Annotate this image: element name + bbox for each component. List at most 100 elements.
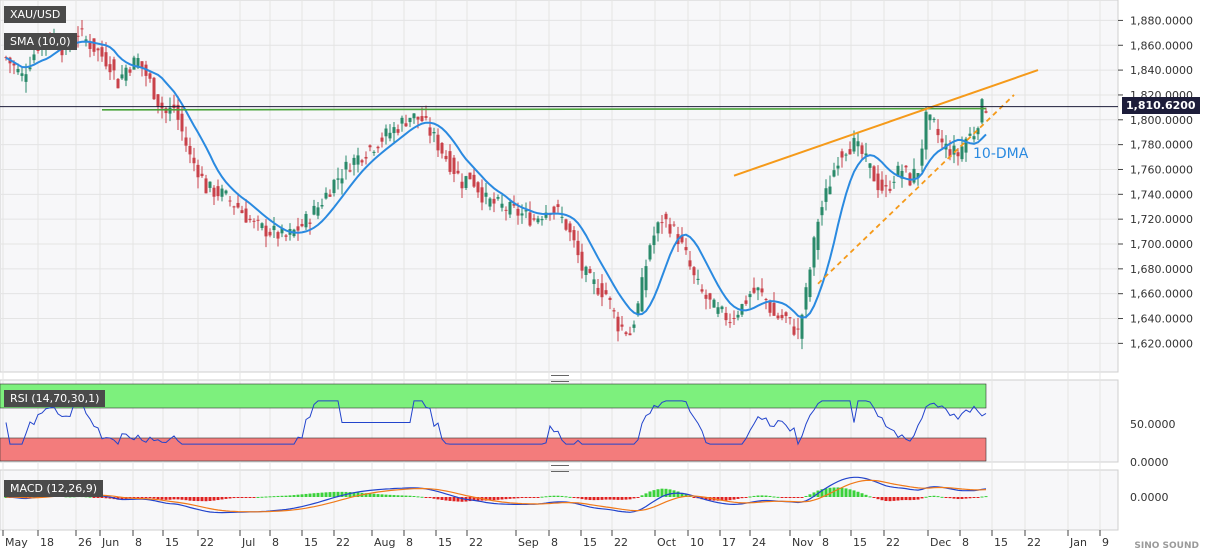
candle-body: [252, 220, 256, 222]
candle-body: [508, 202, 512, 215]
candle-body: [136, 58, 140, 68]
macd-hist-bar: [868, 496, 872, 498]
macd-hist-bar: [280, 495, 284, 497]
time-tick-label: 18: [40, 536, 54, 549]
candle-body: [716, 307, 720, 314]
macd-hist-bar: [424, 497, 428, 498]
lower-trendline: [817, 94, 1015, 285]
rsi-tick-50: 50.0000: [1130, 418, 1176, 431]
macd-hist-bar: [216, 497, 220, 501]
macd-hist-bar: [408, 495, 412, 497]
candle-body: [916, 173, 920, 179]
macd-hist-bar: [176, 497, 180, 500]
macd-hist-bar: [300, 494, 304, 497]
candle-body: [468, 172, 472, 180]
macd-hist-bar: [220, 497, 224, 500]
candle-body: [956, 152, 960, 157]
candle-body: [244, 208, 248, 223]
candle-body: [692, 267, 696, 276]
candle-body: [456, 170, 460, 174]
macd-hist-bar: [596, 497, 600, 501]
candle-body: [892, 181, 896, 183]
candle-body: [684, 247, 688, 251]
time-tick-label: Jul: [241, 536, 255, 549]
macd-hist-bar: [148, 497, 152, 499]
macd-hist-bar: [652, 490, 656, 497]
candle-body: [312, 205, 316, 215]
time-tick-label: Nov: [792, 536, 814, 549]
candle-body: [948, 149, 952, 158]
macd-hist-bar: [640, 495, 644, 497]
macd-hist-bar: [904, 497, 908, 501]
candle-body: [516, 208, 520, 216]
candle-body: [152, 77, 156, 100]
pane-splitter-handle-2[interactable]: [551, 465, 569, 472]
time-tick-label: 22: [886, 536, 900, 549]
macd-hist-bar: [208, 497, 212, 501]
candle-body: [104, 52, 108, 67]
macd-hist-bar: [632, 497, 636, 499]
candle-body: [560, 216, 564, 218]
candle-body: [980, 99, 984, 123]
candle-body: [784, 312, 788, 317]
candle-body: [464, 176, 468, 189]
macd-hist-bar: [932, 495, 936, 497]
macd-hist-bar: [872, 497, 876, 498]
macd-hist-bar: [336, 491, 340, 497]
macd-hist-bar: [92, 497, 96, 498]
candle-body: [192, 157, 196, 164]
macd-hist-bar: [736, 497, 740, 499]
candle-body: [604, 290, 608, 295]
candle-body: [628, 333, 632, 336]
candle-body: [328, 194, 332, 197]
candle-body: [924, 111, 928, 150]
candle-body: [932, 118, 936, 120]
candle-body: [820, 207, 824, 216]
time-tick-label: Jun: [101, 536, 119, 549]
macd-hist-bar: [416, 496, 420, 498]
candle-body: [848, 149, 852, 155]
candle-body: [760, 288, 764, 293]
candle-body: [804, 287, 808, 310]
macd-hist-bar: [240, 497, 244, 498]
candle-body: [452, 157, 456, 174]
macd-hist-bar: [260, 496, 264, 498]
macd-hist-bar: [692, 497, 696, 498]
macd-hist-bar: [960, 497, 964, 499]
macd-hist-bar: [600, 497, 604, 500]
pane-splitter-handle[interactable]: [551, 375, 569, 382]
macd-hist-bar: [588, 497, 592, 501]
macd-hist-bar: [524, 497, 528, 498]
candle-body: [576, 240, 580, 256]
macd-hist-bar: [248, 497, 252, 498]
time-tick-label: Jan: [1069, 536, 1087, 549]
candle-body: [900, 170, 904, 179]
macd-hist-bar: [624, 497, 628, 500]
macd-hist-bar: [156, 497, 160, 500]
macd-hist-bar: [312, 493, 316, 497]
candle-body: [88, 41, 92, 49]
macd-hist-bar: [808, 494, 812, 497]
macd-hist-bar: [964, 497, 968, 499]
candle-body: [524, 210, 528, 212]
macd-hist-bar: [940, 496, 944, 498]
macd-hist-bar: [384, 494, 388, 497]
candle-body: [344, 161, 348, 170]
candle-body: [644, 266, 648, 291]
macd-hist-bar: [792, 497, 796, 498]
macd-hist-bar: [492, 497, 496, 501]
candle-body: [308, 222, 312, 224]
macd-hist-bar: [228, 497, 232, 499]
macd-hist-bar: [876, 497, 880, 500]
candle-body: [616, 316, 620, 332]
time-tick-label: 22: [200, 536, 214, 549]
candle-body: [80, 28, 84, 30]
candle-body: [556, 204, 560, 208]
macd-hist-bar: [392, 495, 396, 497]
price-tick-label: 1,620.0000: [1130, 337, 1193, 350]
time-tick-label: 15: [853, 536, 867, 549]
candle-body: [860, 145, 864, 154]
macd-hist-bar: [400, 495, 404, 497]
macd-hist-bar: [656, 489, 660, 497]
